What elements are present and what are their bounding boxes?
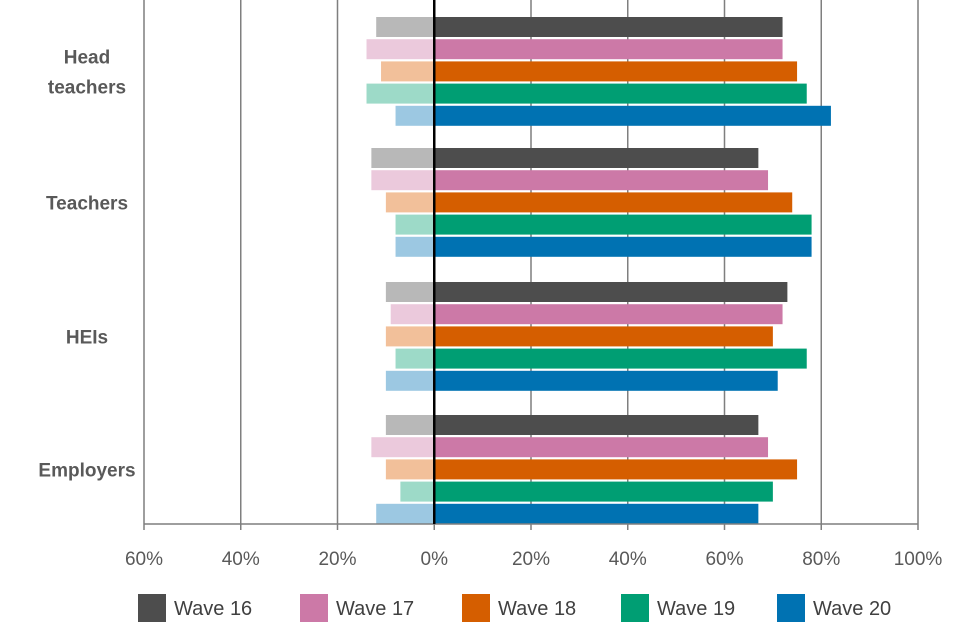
bar-positive-teachers-wave-16: [434, 148, 759, 168]
bar-positive-employers-wave-16: [434, 415, 759, 435]
bar-negative-head-teachers-wave-20: [395, 105, 435, 126]
bar-negative-teachers-wave-17: [371, 170, 435, 191]
bar-positive-heis-wave-20: [434, 370, 778, 391]
bar-positive-teachers-wave-17: [434, 170, 769, 191]
x-tick-label-8: 100%: [894, 549, 943, 570]
bar-positive-teachers-wave-19: [434, 214, 812, 235]
legend: Wave 16 Wave 17 Wave 18 Wave 19 Wave 20: [138, 594, 891, 622]
bar-negative-heis-wave-20: [385, 370, 435, 391]
category-label-heis: HEIs: [66, 327, 108, 348]
bar-negative-employers-wave-17: [371, 437, 435, 458]
bar-positive-head-teachers-wave-19: [434, 83, 807, 104]
bar-negative-head-teachers-wave-18: [381, 61, 435, 82]
x-tick-label-2: 20%: [318, 549, 356, 570]
bar-negative-employers-wave-18: [385, 459, 435, 480]
legend-label-wave-17: Wave 17: [336, 598, 414, 620]
bar-positive-employers-wave-19: [434, 481, 773, 502]
legend-swatch-wave-20: [777, 594, 805, 622]
legend-label-wave-16: Wave 16: [174, 598, 252, 620]
bar-positive-heis-wave-17: [434, 304, 783, 325]
category-label-employers: Employers: [38, 460, 135, 481]
bar-positive-head-teachers-wave-16: [434, 17, 783, 37]
bar-positive-head-teachers-wave-18: [434, 61, 798, 82]
bar-positive-teachers-wave-18: [434, 192, 793, 213]
bar-negative-head-teachers-wave-16: [376, 17, 435, 37]
labels: 60% 40% 20% 0% 20% 40% 60% 80% 100% Head teachers T…: [38, 47, 942, 570]
bar-positive-employers-wave-17: [434, 437, 769, 458]
bar-positive-heis-wave-19: [434, 348, 807, 369]
bar-negative-teachers-wave-19: [395, 214, 435, 235]
legend-swatch-wave-18: [462, 594, 490, 622]
bar-positive-employers-wave-20: [434, 503, 759, 524]
x-tick-label-6: 60%: [705, 549, 743, 570]
category-label-head-teachers-line-0: Head: [64, 47, 110, 68]
legend-swatch-wave-16: [138, 594, 166, 622]
legend-swatch-wave-17: [300, 594, 328, 622]
legend-swatch-wave-19: [621, 594, 649, 622]
bar-negative-head-teachers-wave-17: [366, 39, 435, 60]
bar-negative-employers-wave-19: [400, 481, 435, 502]
x-tick-label-7: 80%: [802, 549, 840, 570]
bar-positive-teachers-wave-20: [434, 236, 812, 257]
bar-negative-head-teachers-wave-19: [366, 83, 435, 104]
bar-positive-heis-wave-16: [434, 282, 788, 302]
x-tick-label-3: 0%: [421, 549, 449, 570]
category-label-head-teachers-line-1: teachers: [48, 77, 126, 98]
bar-negative-heis-wave-17: [390, 304, 435, 325]
axes: [143, 0, 919, 530]
x-tick-label-0: 60%: [125, 549, 163, 570]
bar-negative-heis-wave-18: [385, 326, 435, 347]
bar-negative-heis-wave-16: [385, 282, 435, 302]
bar-negative-employers-wave-20: [376, 503, 435, 524]
bar-negative-employers-wave-16: [385, 415, 435, 435]
bar-negative-teachers-wave-16: [371, 148, 435, 168]
bar-positive-heis-wave-18: [434, 326, 773, 347]
legend-label-wave-19: Wave 19: [657, 598, 735, 620]
bars: [366, 17, 831, 524]
bar-negative-teachers-wave-20: [395, 236, 435, 257]
bar-positive-employers-wave-18: [434, 459, 798, 480]
bar-positive-head-teachers-wave-17: [434, 39, 783, 60]
bar-positive-head-teachers-wave-20: [434, 105, 831, 126]
x-tick-label-5: 40%: [609, 549, 647, 570]
legend-label-wave-18: Wave 18: [498, 598, 576, 620]
legend-label-wave-20: Wave 20: [813, 598, 891, 620]
x-tick-label-1: 40%: [222, 549, 260, 570]
x-tick-label-4: 20%: [512, 549, 550, 570]
bar-negative-teachers-wave-18: [385, 192, 435, 213]
bar-negative-heis-wave-19: [395, 348, 435, 369]
category-label-teachers: Teachers: [46, 193, 128, 214]
